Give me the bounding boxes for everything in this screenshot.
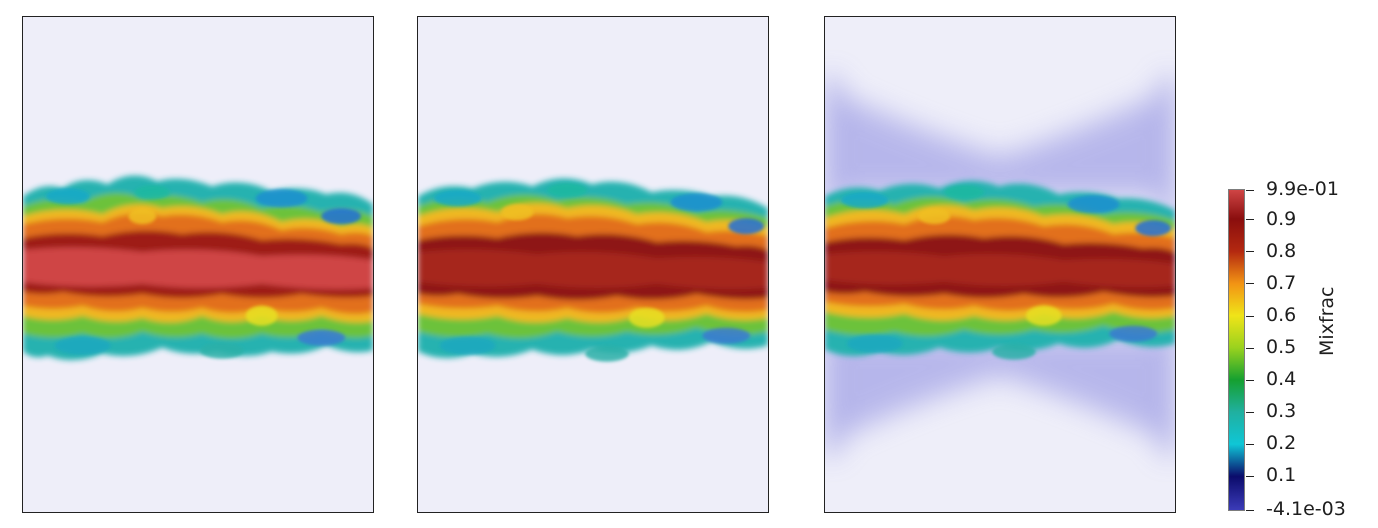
colorbar-tick: [1246, 348, 1254, 349]
colorbar-tick: [1246, 190, 1254, 191]
colorbar-tick-label: 0.4: [1266, 368, 1297, 390]
colorbar-gradient: [1229, 190, 1244, 510]
colorbar-tick-label: 0.5: [1266, 336, 1297, 358]
mixing-layer-render-3: [825, 17, 1175, 512]
colorbar-tick: [1246, 283, 1254, 284]
colorbar: [1228, 189, 1245, 511]
colorbar-tick: [1246, 444, 1254, 445]
colorbar-tick-label: 0.1: [1266, 464, 1297, 486]
colorbar-title: Mixfrac: [1316, 286, 1338, 356]
colorbar-tick-label: 0.6: [1266, 304, 1297, 326]
volume-render-panel-3: [824, 16, 1176, 513]
colorbar-tick-label: 0.7: [1266, 272, 1297, 294]
colorbar-tick-label: 0.9: [1266, 208, 1297, 230]
colorbar-tick: [1246, 412, 1254, 413]
volume-render-panel-2: [417, 16, 769, 513]
colorbar-tick: [1246, 219, 1254, 220]
colorbar-tick: [1246, 251, 1254, 252]
colorbar-tick-label: 0.3: [1266, 400, 1297, 422]
colorbar-tick-label: 0.8: [1266, 240, 1297, 262]
mixing-layer-render-1: [23, 17, 373, 512]
colorbar-max-label: 9.9e-01: [1266, 178, 1339, 200]
volume-render-panel-1: [22, 16, 374, 513]
colorbar-tick: [1246, 476, 1254, 477]
colorbar-min-label: -4.1e-03: [1266, 498, 1346, 520]
mixing-layer-render-2: [418, 17, 768, 512]
colorbar-tick-label: 0.2: [1266, 432, 1297, 454]
colorbar-tick: [1246, 380, 1254, 381]
colorbar-tick: [1246, 510, 1254, 511]
colorbar-tick: [1246, 316, 1254, 317]
